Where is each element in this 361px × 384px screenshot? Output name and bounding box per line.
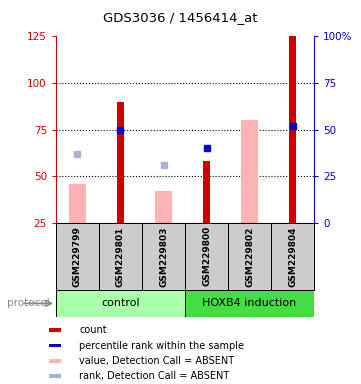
Bar (203, 161, 210, 223)
Bar (49, 374, 61, 378)
Bar (142, 223, 185, 290)
Bar (185, 223, 228, 290)
Bar (49, 328, 61, 332)
Text: value, Detection Call = ABSENT: value, Detection Call = ABSENT (79, 356, 234, 366)
Text: GSM229801: GSM229801 (116, 226, 125, 286)
Text: count: count (79, 325, 107, 335)
Text: GSM229803: GSM229803 (159, 226, 168, 286)
Text: GDS3036 / 1456414_at: GDS3036 / 1456414_at (103, 11, 258, 24)
Bar (228, 223, 271, 290)
Bar (99, 223, 142, 290)
Text: protocol: protocol (7, 298, 50, 308)
Bar (242, 120, 258, 223)
Text: GSM229799: GSM229799 (73, 226, 82, 287)
Bar (155, 191, 172, 223)
Bar (117, 102, 124, 223)
Text: GSM229800: GSM229800 (202, 226, 211, 286)
Text: GSM229804: GSM229804 (288, 226, 297, 286)
Text: rank, Detection Call = ABSENT: rank, Detection Call = ABSENT (79, 371, 230, 381)
Text: control: control (101, 298, 140, 308)
Bar (56, 223, 99, 290)
Bar (185, 290, 314, 317)
Text: HOXB4 induction: HOXB4 induction (203, 298, 297, 308)
Text: percentile rank within the sample: percentile rank within the sample (79, 341, 244, 351)
Bar (49, 344, 61, 348)
Bar (56, 290, 185, 317)
Bar (289, 36, 296, 223)
Bar (49, 359, 61, 363)
Bar (69, 184, 86, 223)
Text: GSM229802: GSM229802 (245, 226, 254, 286)
Bar (271, 223, 314, 290)
